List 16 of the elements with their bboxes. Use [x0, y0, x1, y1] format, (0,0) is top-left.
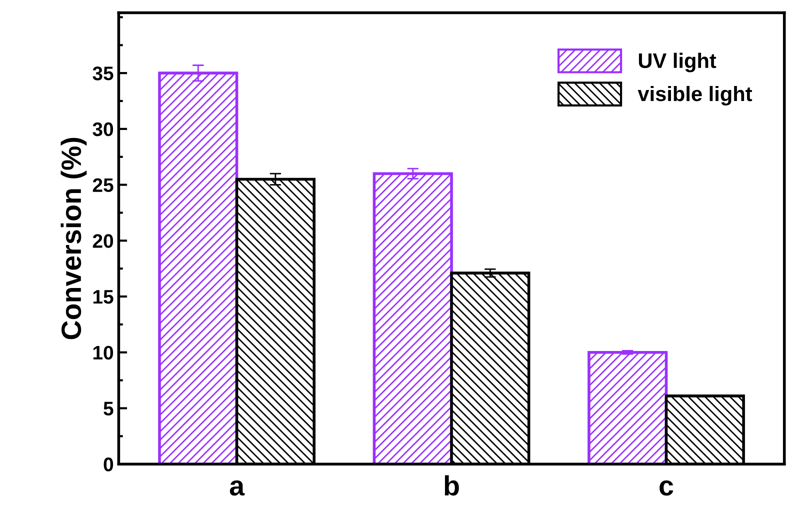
y-tick-label: 15 [93, 290, 114, 304]
y-tick-label: 10 [93, 346, 114, 360]
y-axis-title: Conversion (%) [60, 138, 87, 340]
y-tick-label: 0 [104, 458, 114, 472]
y-tick-label: 35 [92, 66, 114, 80]
x-tick-label: c [660, 480, 674, 496]
x-tick-label: a [230, 480, 245, 496]
y-tick-label: 25 [92, 178, 114, 192]
y-tick-label: 20 [92, 234, 114, 248]
y-tick-label: 30 [92, 122, 114, 136]
bar [372, 172, 453, 464]
y-tick-label: 5 [104, 402, 114, 416]
legend-label: UV light [638, 52, 716, 72]
x-tick-label: b [444, 475, 459, 496]
bar [588, 350, 668, 464]
legend-label: visible light [638, 86, 752, 106]
